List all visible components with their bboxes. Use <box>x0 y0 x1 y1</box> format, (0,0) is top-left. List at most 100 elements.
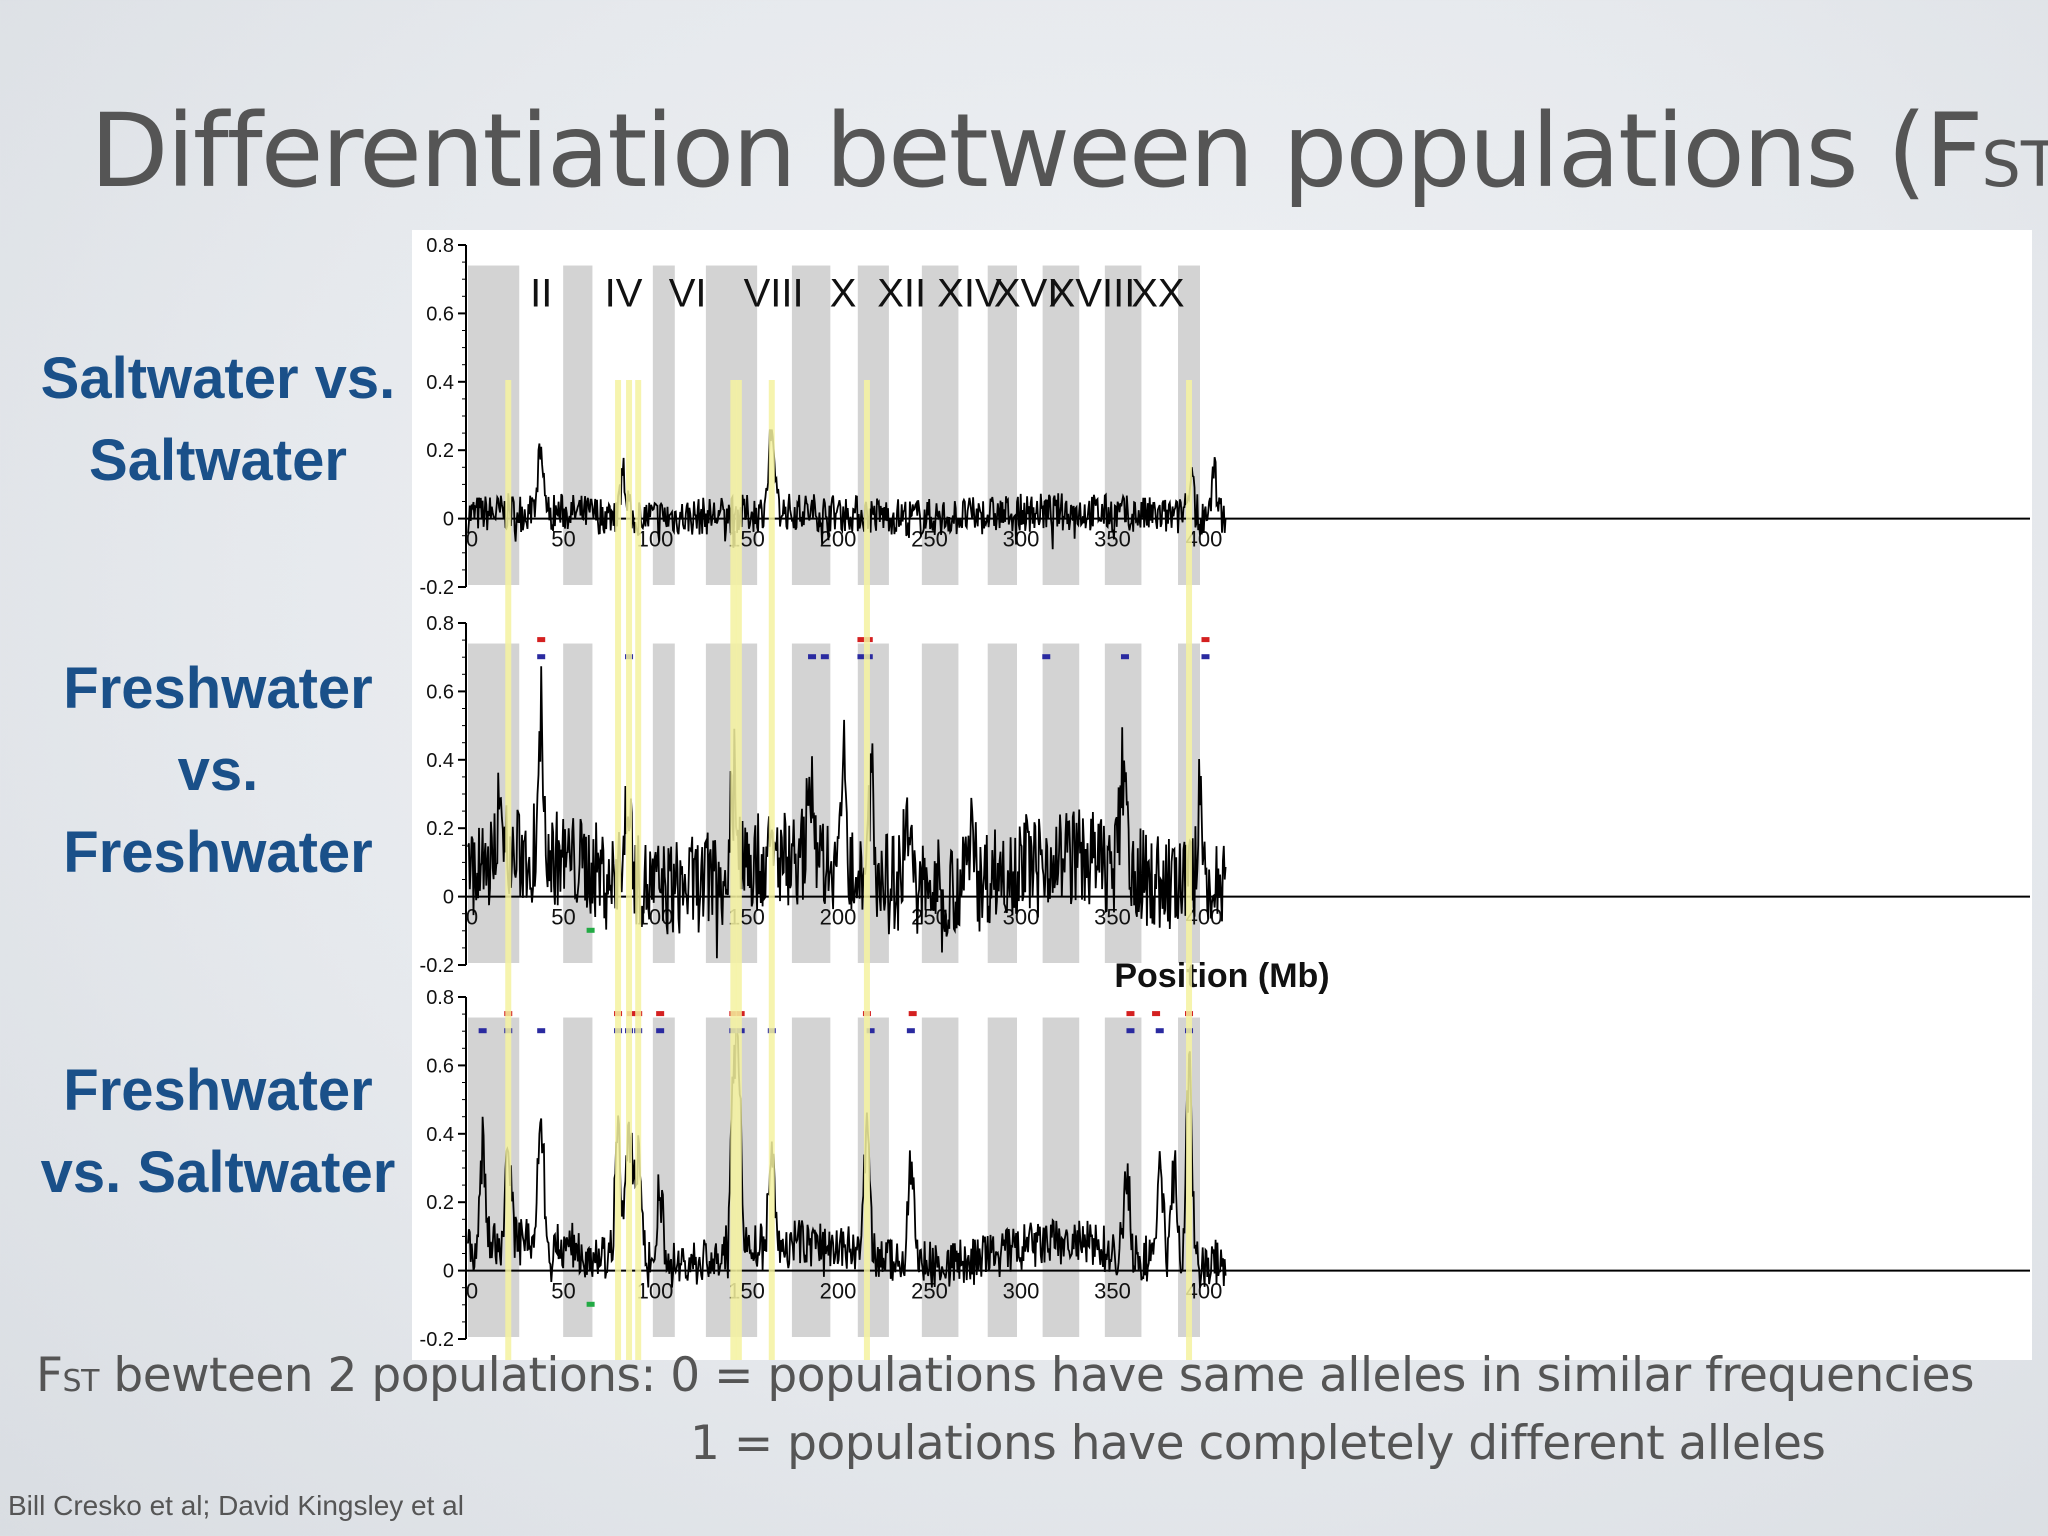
row-label-line: Saltwater <box>89 428 347 493</box>
highlight-line <box>730 380 737 1360</box>
highlight-line <box>626 380 633 1360</box>
chromosome-label: XX <box>1131 272 1184 316</box>
marker-blue <box>1120 654 1129 660</box>
chart-background <box>412 230 2032 1360</box>
marker-blue <box>866 1028 875 1034</box>
marker-red <box>857 637 866 643</box>
chromosome-label: XVIII <box>1049 272 1136 316</box>
highlight-line <box>1186 380 1193 1360</box>
marker-blue <box>906 1028 915 1034</box>
chromosome-band <box>1042 265 1080 585</box>
highlight-line <box>615 380 622 1360</box>
x-tick-label: 50 <box>551 527 575 552</box>
marker-red <box>1126 1011 1135 1017</box>
marker-red <box>1201 637 1210 643</box>
highlight-line <box>635 380 642 1360</box>
row-label-saltwater-vs-saltwater: Saltwater vs. Saltwater <box>18 338 418 502</box>
marker-red <box>537 637 546 643</box>
x-tick-label: 250 <box>911 527 948 552</box>
marker-blue <box>1201 654 1210 660</box>
fst-note-prefix: F <box>36 1348 63 1403</box>
x-tick-label: 100 <box>637 1279 674 1304</box>
marker-green <box>586 1301 595 1307</box>
x-tick-label: 300 <box>1003 1279 1040 1304</box>
chromosome-band <box>1104 1017 1142 1337</box>
y-tick-label: 0.6 <box>426 681 454 703</box>
fst-series-line <box>467 429 1227 550</box>
y-tick-label: 0.8 <box>426 613 454 635</box>
x-tick-label: 300 <box>1003 905 1040 930</box>
row-label-freshwater-vs-saltwater: Freshwater vs. Saltwater <box>18 1050 418 1214</box>
marker-green <box>586 927 595 933</box>
y-tick-label: 0.8 <box>426 235 454 257</box>
chromosome-band <box>563 643 593 963</box>
title-subscript: ST <box>1981 128 2048 201</box>
highlight-line <box>735 380 742 1360</box>
x-tick-label: 350 <box>1094 905 1131 930</box>
x-tick-label: 200 <box>820 527 857 552</box>
marker-blue <box>656 1028 665 1034</box>
marker-blue <box>1042 654 1051 660</box>
chromosome-band <box>921 643 959 963</box>
chromosome-band <box>791 1017 831 1337</box>
chromosome-band <box>1042 1017 1080 1337</box>
chromosome-label: VIII <box>744 272 804 316</box>
chromosome-band <box>857 265 889 585</box>
y-tick-label: 0 <box>443 887 454 909</box>
chromosome-label: II <box>530 272 552 316</box>
y-tick-label: 0 <box>443 509 454 531</box>
chromosome-band <box>1104 265 1142 585</box>
x-tick-label: 200 <box>820 1279 857 1304</box>
x-tick-label: 100 <box>637 527 674 552</box>
marker-red <box>908 1011 917 1017</box>
chromosome-band <box>652 265 675 585</box>
y-tick-label: 0.2 <box>426 440 454 462</box>
row-label-line: Freshwater <box>63 1058 373 1123</box>
fst-definition-line1: FST bewteen 2 populations: 0 = populatio… <box>36 1348 1975 1403</box>
fst-series-line <box>467 666 1227 959</box>
y-tick-label: -0.2 <box>420 577 454 599</box>
chromosome-label: XII <box>877 272 926 316</box>
chromosome-label: XIV <box>937 272 1002 316</box>
chromosome-label: XVI <box>994 272 1058 316</box>
credit: Bill Cresko et al; David Kingsley et al <box>8 1490 464 1521</box>
fst-series-line <box>467 1028 1227 1288</box>
y-tick-label: -0.2 <box>420 1329 454 1351</box>
marker-blue <box>820 654 829 660</box>
row-label-line: vs. <box>177 738 259 803</box>
y-tick-label: 0.6 <box>426 303 454 325</box>
marker-blue <box>1155 1028 1164 1034</box>
y-tick-label: 0.2 <box>426 818 454 840</box>
row-label-line: Saltwater vs. <box>40 346 396 411</box>
chromosome-label: IV <box>605 272 643 316</box>
x-tick-label: 200 <box>820 905 857 930</box>
fst-note-text: bewteen 2 populations: 0 = populations h… <box>98 1348 1975 1403</box>
chromosome-band <box>987 265 1017 585</box>
y-tick-label: 0.4 <box>426 372 454 394</box>
marker-blue <box>537 1028 546 1034</box>
x-tick-label: 0 <box>466 905 478 930</box>
x-tick-label: 50 <box>551 1279 575 1304</box>
fst-note-subscript: ST <box>62 1364 100 1399</box>
chromosome-band <box>563 1017 593 1337</box>
x-axis-title: Position (Mb) <box>1114 957 1329 995</box>
row-label-line: Freshwater <box>63 820 373 885</box>
highlight-line <box>505 380 512 1360</box>
slide-title: Differentiation between populations (FST… <box>90 92 2048 211</box>
y-tick-label: 0.4 <box>426 1124 454 1146</box>
row-label-line: vs. Saltwater <box>40 1140 396 1205</box>
chromosome-band <box>857 1017 889 1337</box>
chromosome-band <box>563 265 593 585</box>
x-tick-label: 300 <box>1003 527 1040 552</box>
chromosome-label: X <box>830 272 857 316</box>
marker-blue <box>1126 1028 1135 1034</box>
panel-2: 0.80.60.40.20-0.20 50 100 150 200 250 300 350 40… <box>420 987 2030 1351</box>
marker-blue <box>857 654 866 660</box>
x-tick-label: 250 <box>911 1279 948 1304</box>
chromosome-label: VI <box>669 272 707 316</box>
panel-1: 0.80.60.40.20-0.20 50 100 150 200 250 300 350 40… <box>420 613 2030 977</box>
fst-definition-line2: 1 = populations have completely differen… <box>690 1416 1826 1471</box>
y-tick-label: -0.2 <box>420 955 454 977</box>
chromosome-band <box>791 265 831 585</box>
